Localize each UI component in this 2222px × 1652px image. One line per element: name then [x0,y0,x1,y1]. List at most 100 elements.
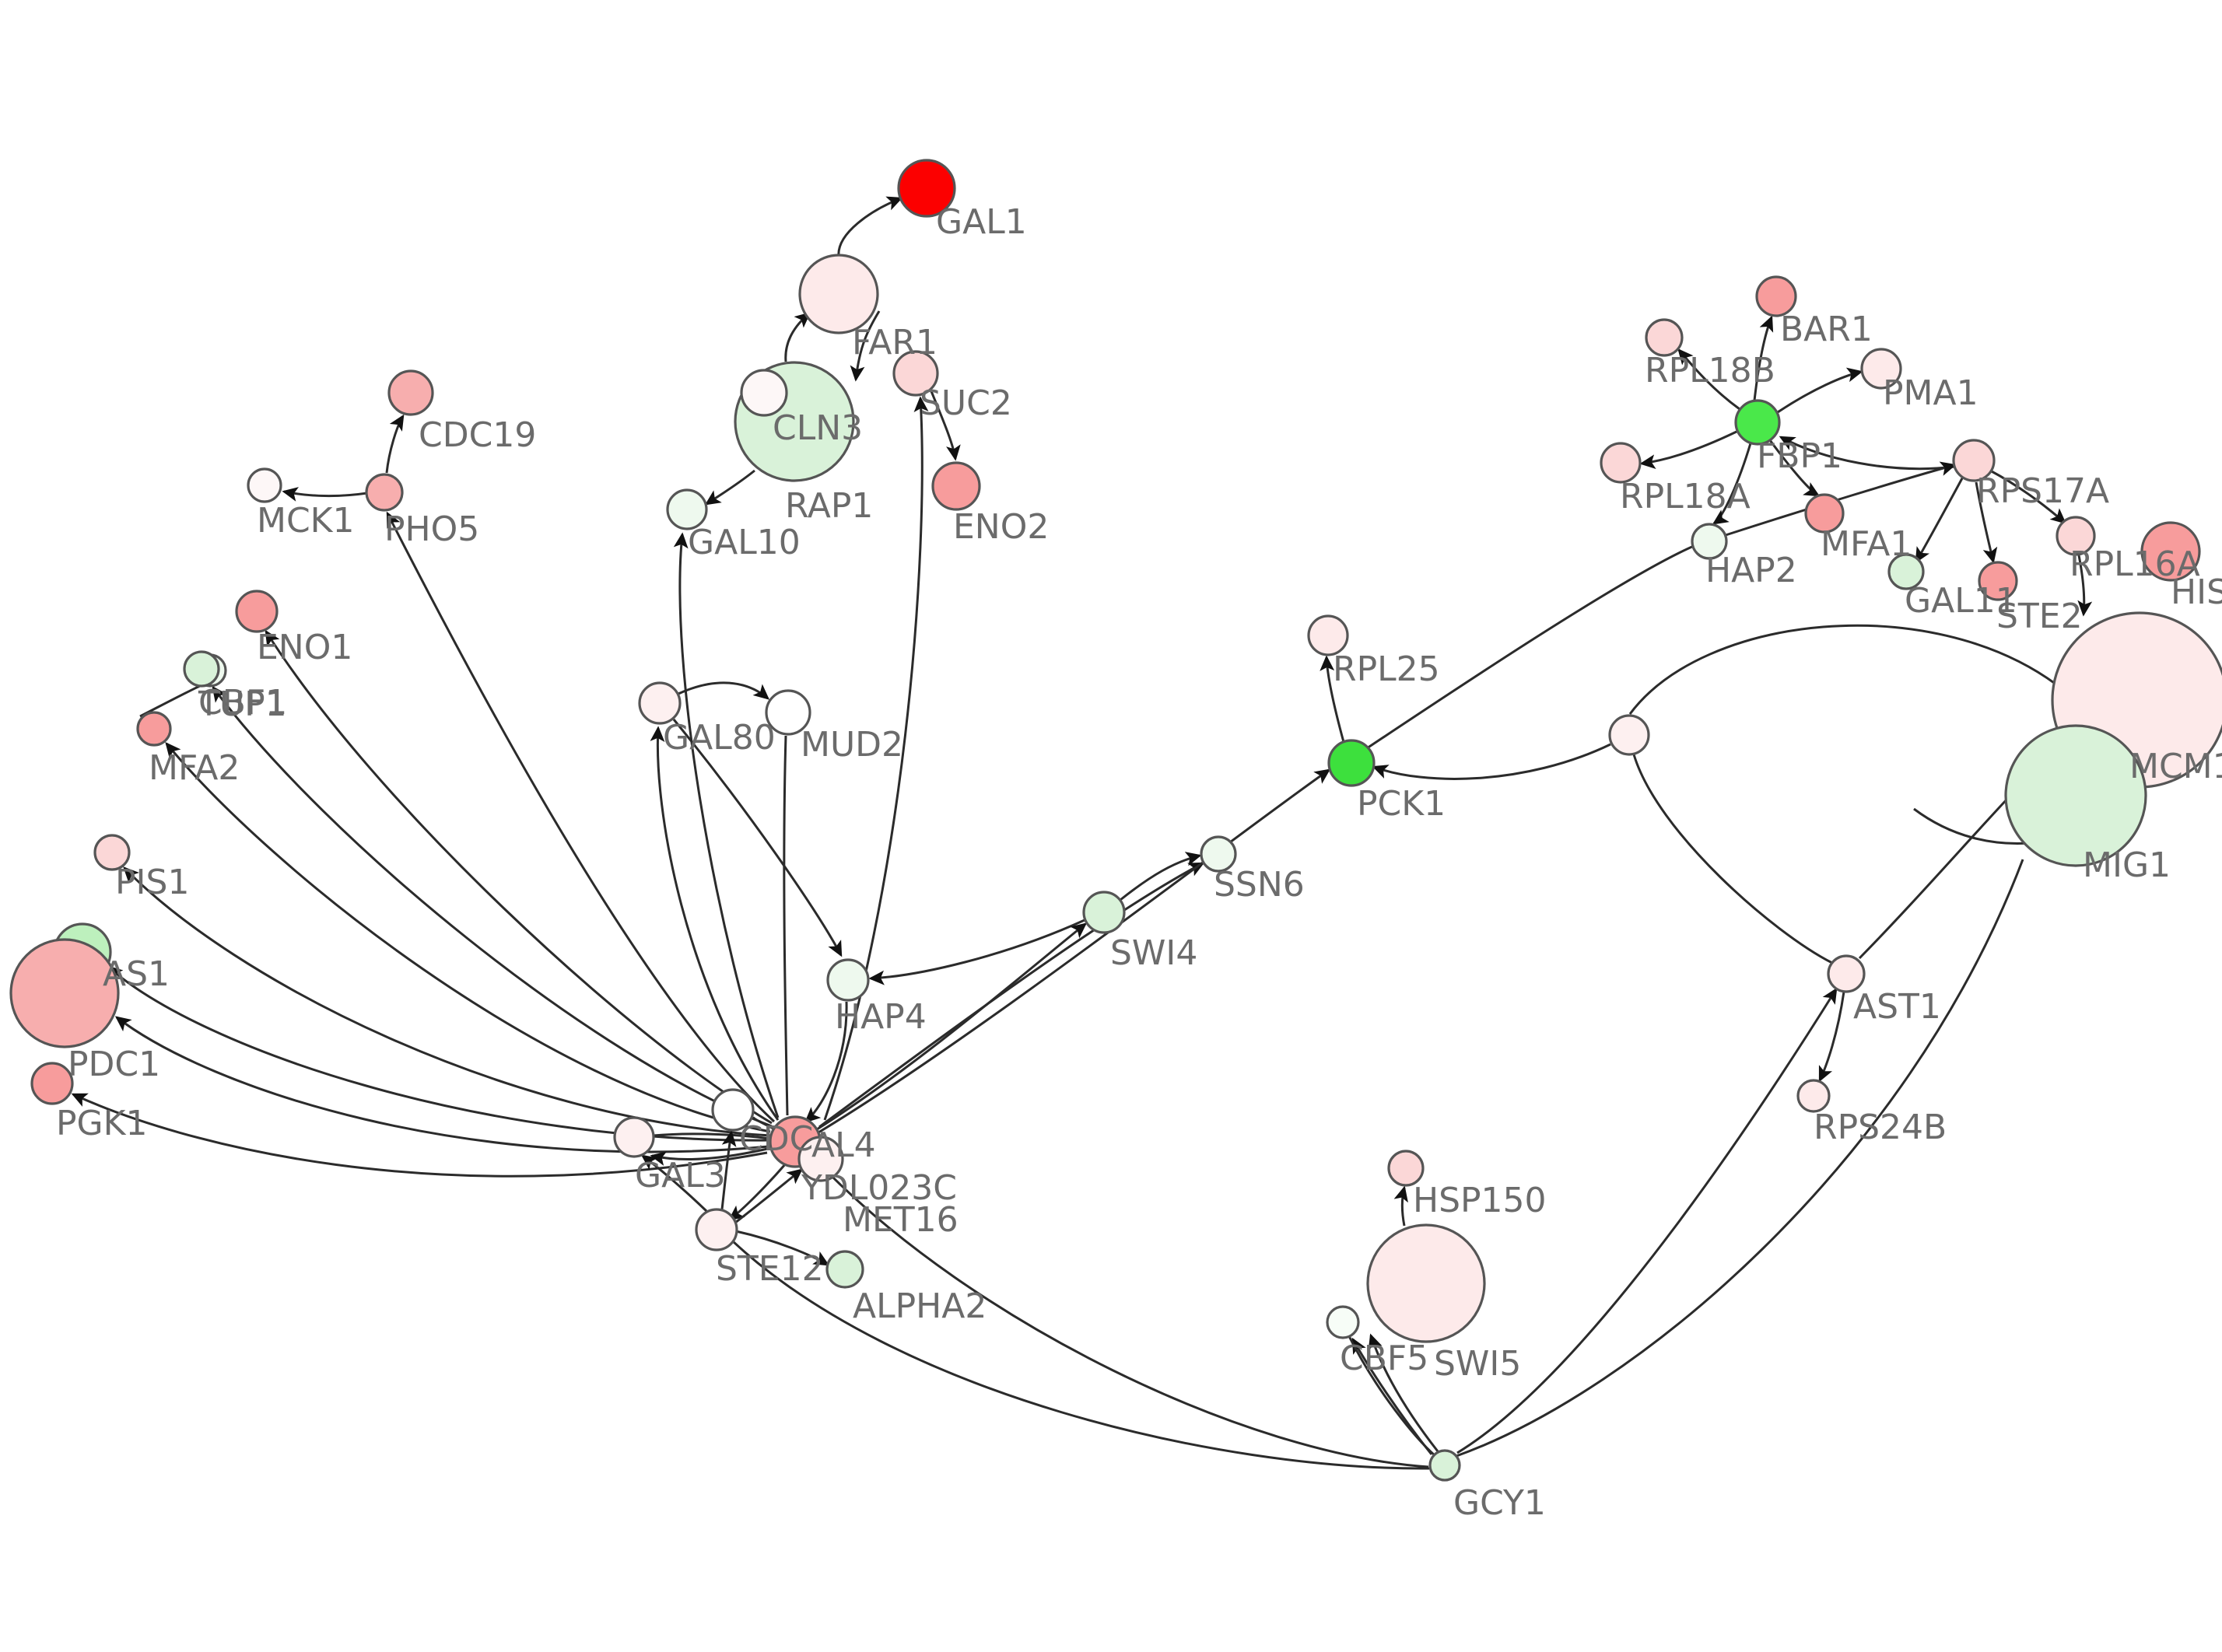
gene-label-gal4: AL4 [811,1125,876,1165]
gene-node-pma1[interactable] [1860,348,1902,390]
edge-gal80-to-mud2 [678,681,769,700]
gene-node-rps17a[interactable] [1952,439,1996,482]
edge-node_a-to-ast1 [1632,754,1833,964]
gene-node-his4[interactable] [2140,521,2201,582]
gene-label-rpl16a: RPL16A [2070,544,2200,584]
gene-node-mud2[interactable] [765,689,811,736]
edge-rps17a-to-rpl16a [1989,469,2066,524]
edge-ste12-to-cdc28 [720,1130,737,1210]
edge-gal4-to-pgk1 [71,1093,768,1178]
edge-ste12-to-gcy1 [731,1240,1430,1470]
edge-gal4-to-pho5 [386,511,776,1123]
gene-label-pck1: PCK1 [1357,784,1446,824]
gene-label-rps17a: RPS17A [1976,471,2109,511]
gene-node-pck1[interactable] [1327,739,1376,787]
gene-node-rpl18b[interactable] [1645,318,1684,357]
gene-node-far1[interactable] [798,254,879,334]
gene-node-swi4[interactable] [1082,891,1126,934]
gene-node-gal11[interactable] [1887,553,1925,590]
gene-node-rpl16a[interactable] [2056,516,2096,556]
gene-label-pdc1: PDC1 [68,1045,160,1084]
gene-node-cdc19[interactable] [387,369,434,416]
gene-node-suc2[interactable] [892,350,939,397]
gene-node-hap4[interactable] [826,958,870,1002]
gene-node-alpha2[interactable] [825,1250,864,1289]
gene-node-gal80[interactable] [638,681,682,725]
gene-node-cbf5[interactable] [1326,1305,1360,1339]
gene-node-hap2[interactable] [1691,523,1728,560]
edge-gal4-to-pck1 [818,768,1331,1134]
gene-label-gal1: GAL1 [936,202,1027,242]
edge-fbp1-to-hap2 [1712,443,1752,525]
gene-node-pgk1[interactable] [30,1062,74,1105]
gene-node-ste12[interactable] [695,1208,738,1251]
edge-rps17a-to-gal11 [1915,478,1964,564]
edge-cln3-to-gal10 [704,469,755,506]
gene-node-fbp1[interactable] [1734,399,1781,446]
edge-gcy1-to-swi5 [1368,1333,1439,1452]
gene-node-gal3[interactable] [613,1116,655,1158]
gene-node-hsp150[interactable] [1387,1150,1425,1187]
gene-label-ste2: STE2 [1996,597,2083,636]
gene-label-swi5: SWI5 [1434,1344,1521,1384]
gene-node-node_a[interactable] [1608,714,1650,756]
gene-node-pdc1[interactable] [9,938,120,1048]
edge-cln3-to-far1 [784,312,811,362]
gene-label-rps24b: RPS24B [1814,1108,1947,1147]
gene-node-rap1[interactable] [740,369,788,417]
edge-gal4-to-eno1 [265,629,773,1125]
gene-label-ydl023c: YDL023C [801,1168,957,1208]
edge-gal4-to-gal3 [650,1146,772,1166]
gene-node-ydl023c[interactable] [797,1136,844,1182]
gene-node-swi5[interactable] [1366,1223,1486,1343]
gene-node-ssn6[interactable] [1200,835,1237,873]
edge-fbp1-to-rpl18b [1677,348,1740,411]
edge-ste12-to-alpha2 [735,1230,830,1266]
gene-node-rpl18a[interactable] [1600,442,1642,484]
edge-far1-to-gal1 [837,196,903,257]
gene-label-swi4: SWI4 [1110,933,1197,973]
gene-label-mud2: MUD2 [801,725,903,765]
gene-label-ste12: STE12 [716,1249,824,1289]
gene-node-bar1[interactable] [1755,275,1797,317]
gene-label-far1: FAR1 [852,323,938,362]
gene-node-mfa1[interactable] [1804,493,1845,534]
gene-label-cdc19: CDC19 [419,415,536,455]
gene-node-mfa2[interactable] [136,711,172,747]
edge-gal4-to-mfa2 [165,741,771,1133]
gene-node-cdc28[interactable] [711,1088,755,1132]
gene-node-eno1[interactable] [235,590,279,633]
gene-node-rps24b[interactable] [1796,1079,1831,1113]
gene-node-mck1[interactable] [247,467,282,503]
gene-node-pis1[interactable] [93,834,131,871]
gene-label-alpha2: ALPHA2 [853,1286,987,1326]
edge-hap4-to-gal4 [804,1001,848,1123]
edge-gal4-to-suc2 [823,396,929,1121]
edge-ast1-to-rps24b [1818,991,1845,1083]
gene-node-cbf1[interactable] [183,650,220,688]
gene-node-gcy1[interactable] [1428,1449,1461,1482]
gene-node-mig1[interactable] [2004,724,2147,867]
gene-node-ast1[interactable] [1827,954,1866,993]
gene-node-eno2[interactable] [931,461,981,511]
gene-label-ssn6: SSN6 [1214,865,1305,905]
gene-node-pho5[interactable] [365,473,404,512]
edge-gal4-to-pdc1 [114,1016,769,1153]
edge-gal80-to-hap4 [672,719,843,957]
edge-rpl16a-to-mcm1 [2077,555,2093,617]
gene-node-ste2[interactable] [1978,561,2018,601]
edge-gal3-to-gal4 [653,1132,772,1140]
gene-label-mig1: MIG1 [2083,845,2171,885]
edge-mcm1-to-node_a [1628,624,2057,715]
gene-node-rpl25[interactable] [1307,614,1349,656]
label-layer: GAL1 FAR1 SUC2 CLN3 RAP1 ENO2 GAL10 CDC19 MCK1 PH… [56,202,2222,1523]
gene-label-cbf1: CBF1 [198,683,287,723]
gene-node-gal10[interactable] [666,488,708,530]
gene-label-eno1: ENO1 [257,628,352,667]
edge-swi4-to-ssn6 [1120,852,1202,901]
gene-label-hsp150: HSP150 [1413,1181,1547,1220]
edge-cbf5-to-gcy1 [1348,1335,1436,1458]
gene-node-gal1[interactable] [897,159,956,218]
edge-ste12-to-gal3 [640,1154,708,1213]
